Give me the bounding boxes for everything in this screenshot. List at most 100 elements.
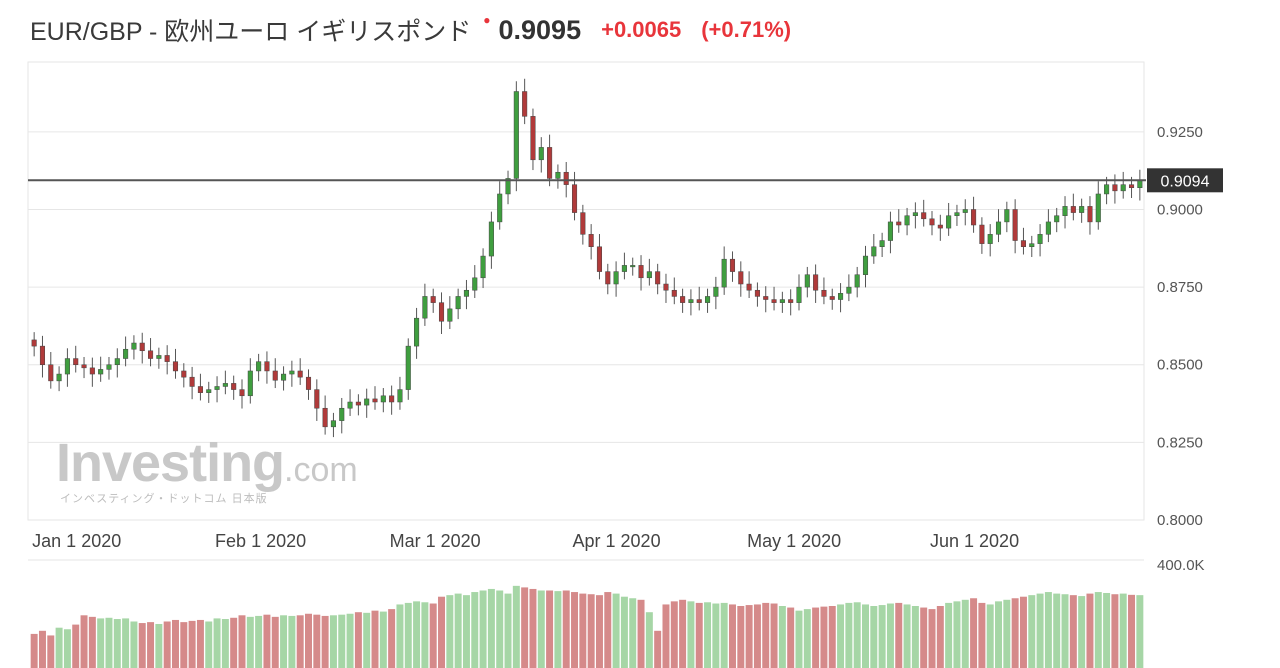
volume-bar xyxy=(263,614,271,668)
volume-bar xyxy=(1094,592,1102,668)
candle-body xyxy=(206,389,212,393)
candle-body xyxy=(779,299,785,303)
volume-bar xyxy=(878,605,886,668)
candle-body xyxy=(530,116,536,161)
volume-bar xyxy=(770,603,778,668)
volume-bar xyxy=(1044,592,1052,668)
candle-body xyxy=(937,224,943,229)
volume-bar xyxy=(321,615,329,668)
candle-body xyxy=(488,221,494,257)
volume-bar xyxy=(396,604,404,668)
candle-body xyxy=(339,407,345,421)
candle-body xyxy=(879,240,885,248)
candle-body xyxy=(455,296,461,310)
volume-bar xyxy=(986,604,994,668)
candle-body xyxy=(788,299,794,303)
volume-bar xyxy=(961,599,969,668)
volume-bar xyxy=(346,613,354,668)
candle-body xyxy=(405,345,411,390)
live-indicator-icon: ● xyxy=(483,13,491,27)
candle-body xyxy=(696,299,702,303)
volume-bar xyxy=(63,629,71,668)
candle-body xyxy=(979,224,985,244)
volume-bar xyxy=(554,591,562,668)
candle-body xyxy=(995,221,1002,235)
volume-bar xyxy=(113,619,121,668)
volume-bar xyxy=(462,595,470,668)
x-tick-label: May 1 2020 xyxy=(747,531,841,551)
volume-bar xyxy=(970,598,978,668)
candle-body xyxy=(297,370,303,378)
candle-body xyxy=(771,299,777,303)
candle-body xyxy=(871,246,877,257)
volume-bar xyxy=(1028,595,1036,668)
volume-bar xyxy=(870,606,878,668)
candle-body xyxy=(1020,240,1026,248)
candle-body xyxy=(347,401,353,409)
investing-watermark: Investing.com インベスティング・ドットコム 日本版 xyxy=(56,432,358,506)
candle-body xyxy=(247,370,253,397)
volume-bar xyxy=(496,590,504,668)
volume-bar xyxy=(795,610,803,668)
volume-bar xyxy=(47,635,55,668)
candle-body xyxy=(48,364,54,382)
candle-body xyxy=(630,265,636,268)
volume-bar xyxy=(579,593,587,668)
volume-bar xyxy=(55,627,63,668)
candle-body xyxy=(912,212,918,216)
chart-grid xyxy=(27,61,1145,561)
volume-bar xyxy=(296,615,304,668)
volume-bar xyxy=(828,606,836,668)
candle-body xyxy=(438,302,445,322)
volume-bar xyxy=(205,621,213,668)
volume-bar xyxy=(196,619,204,668)
candle-body xyxy=(962,209,968,213)
volume-bar xyxy=(246,616,254,668)
candle-body xyxy=(480,255,486,279)
candle-body xyxy=(256,361,262,372)
candle-body xyxy=(713,286,719,297)
volume-bar xyxy=(787,607,795,668)
candle-body xyxy=(1112,184,1118,192)
candle-body xyxy=(538,147,544,161)
volume-bar xyxy=(1119,593,1127,668)
volume-bar xyxy=(213,618,221,668)
volume-bar xyxy=(911,606,919,668)
candle-body xyxy=(821,289,827,297)
candle-body xyxy=(1087,206,1093,223)
candle-body xyxy=(389,395,395,403)
candle-body xyxy=(355,401,361,406)
volume-bar xyxy=(1036,593,1044,668)
volume-bar xyxy=(280,615,288,668)
volume-bar xyxy=(945,602,953,668)
volume-bar xyxy=(670,601,678,668)
y-tick-label: 0.8500 xyxy=(1157,357,1203,374)
volume-bar xyxy=(953,601,961,668)
candle-body xyxy=(505,178,511,195)
candle-body xyxy=(272,370,278,381)
x-tick-label: Mar 1 2020 xyxy=(390,531,481,551)
volume-bar xyxy=(928,609,936,668)
volume-bar xyxy=(80,615,88,668)
last-price: 0.9095 xyxy=(498,14,582,45)
candle-body xyxy=(746,283,752,291)
volume-bar xyxy=(612,593,620,668)
volume-bar xyxy=(171,619,179,668)
candle-body xyxy=(555,171,561,179)
candle-body xyxy=(563,171,569,185)
volume-bar xyxy=(753,604,761,668)
x-tick-label: Apr 1 2020 xyxy=(573,531,661,551)
volume-bar xyxy=(803,609,811,668)
candle-body xyxy=(1070,206,1076,213)
volume-bar xyxy=(188,620,196,668)
candlesticks xyxy=(31,78,1143,438)
candle-body xyxy=(81,364,87,369)
volume-bar xyxy=(429,603,437,668)
volume-bar xyxy=(479,590,487,668)
candle-body xyxy=(655,271,661,285)
volume-bar xyxy=(1053,593,1061,668)
watermark-logo-text: Investing xyxy=(56,433,285,493)
volume-bar xyxy=(920,607,928,668)
volume-bar xyxy=(562,590,570,668)
